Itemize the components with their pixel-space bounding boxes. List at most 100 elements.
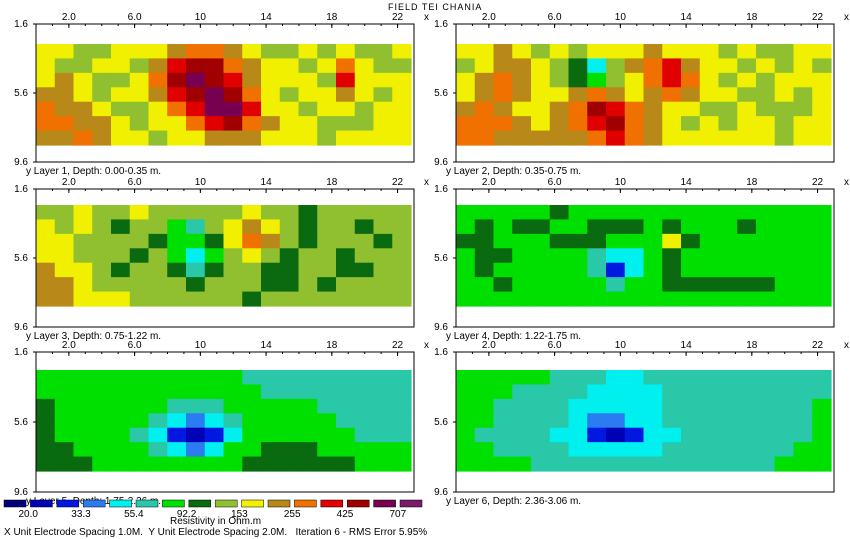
heatmap-cell — [568, 101, 588, 117]
heatmap-cell — [456, 277, 476, 293]
heatmap-cell — [336, 262, 356, 278]
legend-swatch — [82, 499, 106, 508]
heatmap-cell — [737, 262, 757, 278]
heatmap-cell — [643, 291, 663, 307]
heatmap-cell — [812, 291, 832, 307]
legend-swatch — [399, 499, 423, 508]
heatmap-cell — [354, 233, 375, 249]
heatmap-cell — [606, 87, 626, 103]
layer-panel-4: 2.0 6.0 10 14 18 22 x 1.6 5.6 9.6y Layer 4, Depth… — [434, 177, 849, 342]
heatmap-cell — [512, 101, 532, 117]
heatmap-cell — [756, 101, 776, 117]
heatmap-cell — [148, 291, 168, 307]
heatmap-cell — [354, 398, 375, 414]
heatmap-cell — [718, 384, 738, 400]
heatmap-cell — [699, 58, 720, 74]
heatmap-cell — [129, 116, 150, 132]
heatmap-cell — [279, 87, 300, 103]
heatmap-cell — [718, 262, 738, 278]
x-axis-letter: x — [424, 177, 429, 188]
heatmap-cell — [223, 219, 243, 235]
heatmap-cell — [774, 58, 795, 74]
heatmap-cell — [681, 116, 701, 132]
heatmap-cell — [456, 384, 476, 400]
heatmap-cell — [456, 44, 476, 60]
heatmap-cell — [793, 101, 813, 117]
heatmap-cell — [756, 384, 776, 400]
heatmap-cell — [242, 398, 262, 414]
heatmap-cell — [242, 248, 262, 264]
heatmap-cell — [699, 262, 720, 278]
heatmap-cell — [354, 58, 375, 74]
heatmap-cell — [718, 72, 738, 88]
heatmap-cell — [261, 130, 281, 146]
heatmap-cell — [261, 427, 281, 443]
heatmap-cell — [643, 44, 663, 60]
heatmap-cell — [793, 248, 813, 264]
heatmap-cell — [336, 277, 356, 293]
heatmap-cell — [148, 205, 168, 221]
heatmap-cell — [699, 442, 720, 458]
heatmap-cell — [699, 130, 720, 146]
x-tick-label: 6.0 — [128, 177, 142, 188]
heatmap-cell — [774, 130, 795, 146]
heatmap-cell — [531, 277, 551, 293]
heatmap-cell — [662, 370, 682, 386]
heatmap-cell — [354, 277, 375, 293]
heatmap-cell — [812, 72, 832, 88]
heatmap-cell — [606, 205, 626, 221]
heatmap-cell — [261, 291, 281, 307]
heatmap-cell — [242, 277, 262, 293]
heatmap-cell — [36, 277, 56, 293]
heatmap-cell — [812, 456, 832, 472]
heatmap-cell — [493, 72, 513, 88]
heatmap-cell — [643, 398, 663, 414]
heatmap-cell — [737, 72, 757, 88]
heatmap-cell — [336, 291, 356, 307]
heatmap-cell — [756, 427, 776, 443]
heatmap-cell — [587, 262, 607, 278]
heatmap-cell — [531, 101, 551, 117]
heatmap-cell — [204, 58, 225, 74]
heatmap-cell — [737, 248, 757, 264]
heatmap-cell — [493, 44, 513, 60]
legend-swatch — [3, 499, 27, 508]
heatmap-cell — [242, 384, 262, 400]
heatmap-cell — [354, 72, 375, 88]
legend-swatch — [373, 499, 396, 508]
heatmap-cell — [531, 72, 551, 88]
heatmap-cell — [36, 427, 56, 443]
heatmap-cell — [317, 427, 337, 443]
heatmap-cell — [54, 456, 75, 472]
heatmap-cell — [354, 130, 375, 146]
heatmap-cell — [392, 116, 412, 132]
heatmap-cell — [279, 413, 300, 429]
heatmap-cell — [793, 219, 813, 235]
heatmap-cell — [392, 370, 412, 386]
heatmap-cell — [531, 442, 551, 458]
heatmap-cell — [111, 442, 131, 458]
heatmap-cell — [298, 291, 318, 307]
heatmap-cell — [54, 413, 75, 429]
heatmap-cell — [699, 44, 720, 60]
x-tick-label: 14 — [681, 12, 693, 23]
heatmap-cell — [279, 398, 300, 414]
heatmap-cell — [92, 262, 112, 278]
heatmap-cell — [512, 413, 532, 429]
heatmap-cell — [587, 205, 607, 221]
x-tick-label: 22 — [812, 177, 824, 188]
heatmap-cell — [568, 456, 588, 472]
heatmap-cell — [54, 205, 75, 221]
legend-swatch — [188, 499, 212, 508]
heatmap-cell — [737, 384, 757, 400]
heatmap-cell — [298, 116, 318, 132]
heatmap-cell — [317, 456, 337, 472]
heatmap-cell — [812, 413, 832, 429]
heatmap-cell — [662, 456, 682, 472]
heatmap-cell — [474, 233, 495, 249]
heatmap-cell — [568, 262, 588, 278]
heatmap-cell — [774, 205, 795, 221]
heatmap-cell — [186, 370, 206, 386]
heatmap-cell — [279, 370, 300, 386]
heatmap-cell — [718, 277, 738, 293]
